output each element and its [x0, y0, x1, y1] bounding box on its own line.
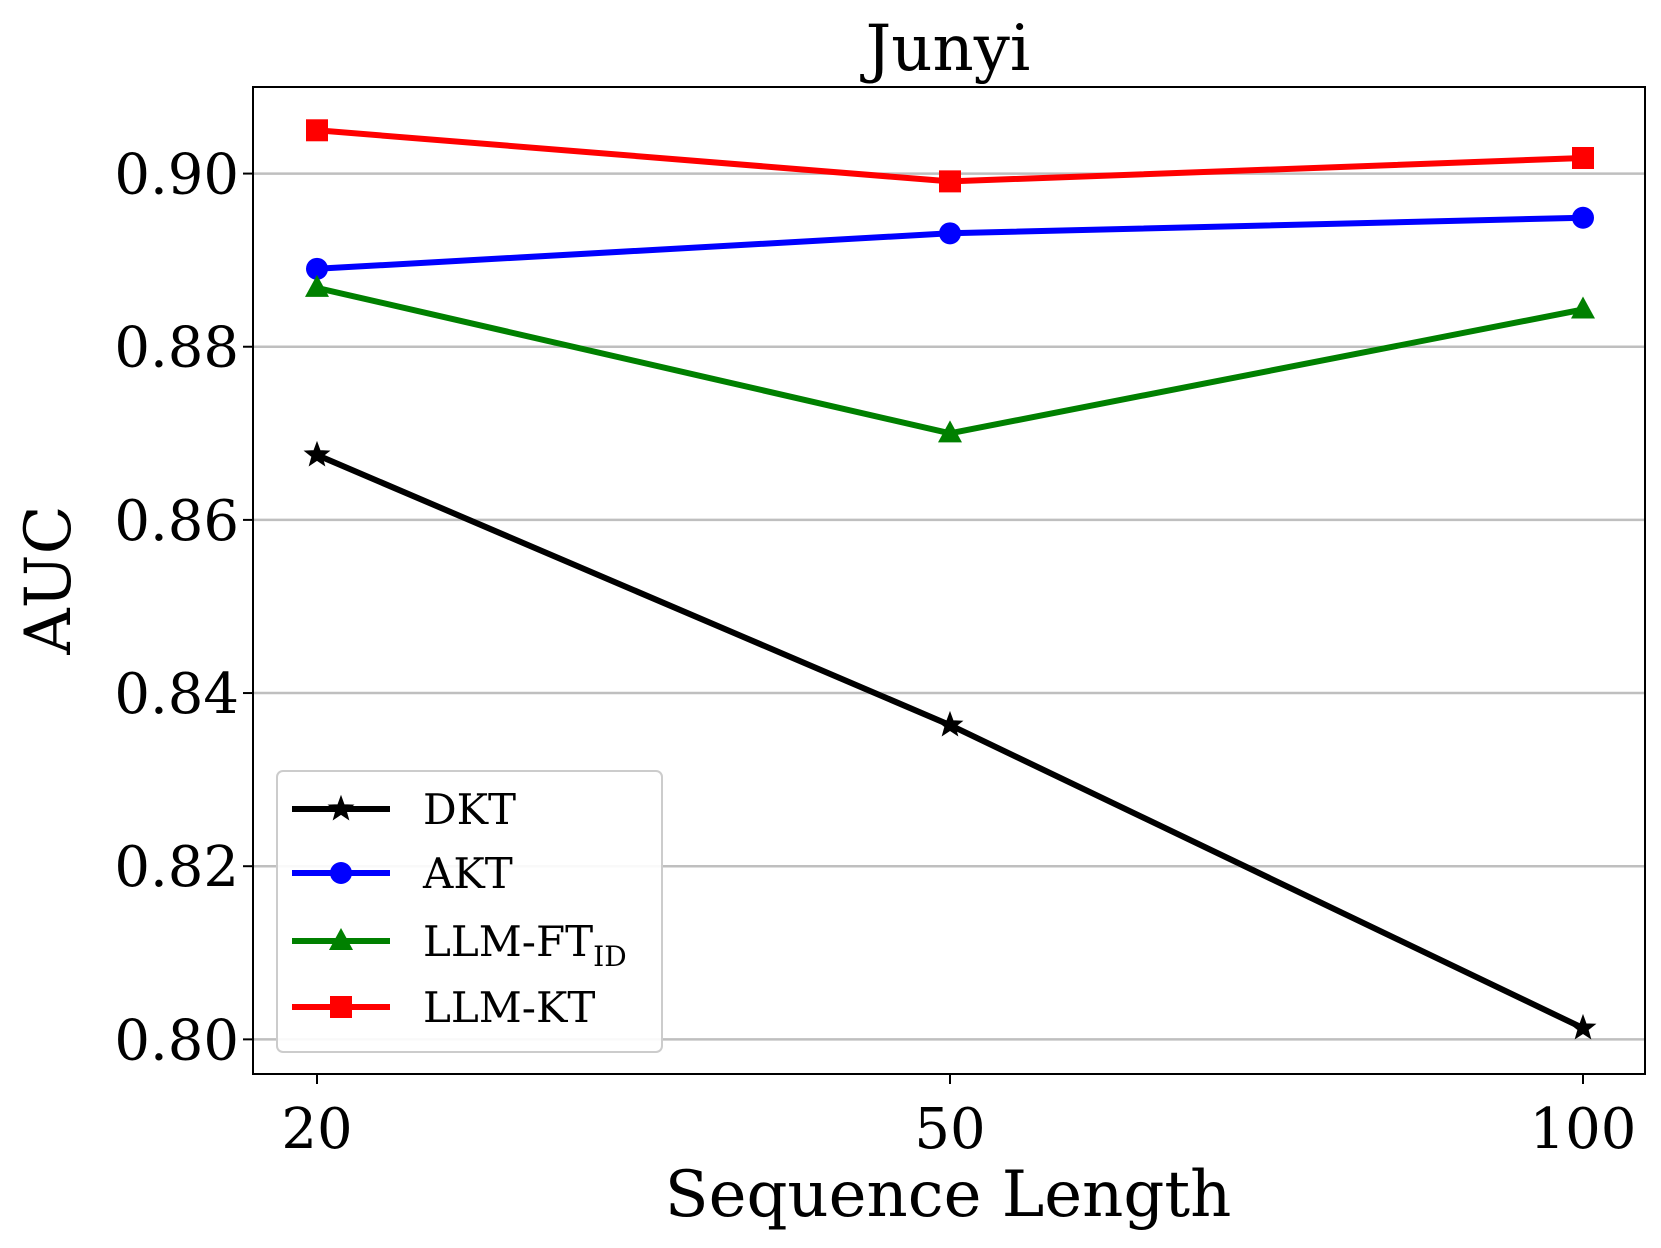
x-tick-label: 50: [914, 1097, 985, 1162]
legend-label: LLM-KT: [423, 983, 595, 1032]
legend-label-text: LLM-KT: [423, 983, 595, 1032]
data-point-llm-kt: [939, 170, 961, 193]
y-tick-label: 0.88: [114, 316, 239, 381]
x-axis-label: Sequence Length: [665, 1158, 1232, 1232]
data-point-akt: [1572, 206, 1594, 229]
data-point-dkt: [303, 440, 331, 467]
legend-label: DKT: [423, 785, 516, 834]
legend-label: LLM-FTID: [423, 917, 627, 973]
legend-label-text: LLM-FT: [423, 917, 593, 966]
legend-label: AKT: [422, 849, 513, 898]
legend-marker: [329, 928, 353, 950]
data-point-llm-ft_id: [938, 420, 962, 443]
data-point-akt: [306, 257, 328, 280]
data-point-llm-ft_id: [1571, 296, 1595, 319]
legend-marker: [330, 996, 352, 1018]
x-tick-label: 100: [1530, 1097, 1637, 1162]
y-tick-label: 0.90: [114, 143, 239, 208]
axes: 0.80 0.82 0.84 0.86 0.88 0.90 20 50 100: [114, 143, 1636, 1162]
y-axis-label: AUC: [12, 505, 86, 655]
series-layer: [303, 119, 1597, 1040]
legend-marker: [330, 862, 352, 884]
y-tick-label: 0.84: [114, 662, 239, 727]
legend-marker: [327, 794, 355, 821]
legend-frame: [276, 770, 663, 1053]
legend-label-subscript: ID: [593, 940, 627, 973]
data-point-llm-kt: [306, 119, 328, 142]
data-point-dkt: [936, 710, 964, 737]
series-line-llm-ft_id: [316, 284, 1584, 437]
y-tick-label: 0.82: [114, 835, 239, 900]
legend-label-text: DKT: [423, 785, 516, 834]
data-point-llm-kt: [1572, 146, 1594, 169]
y-tick-label: 0.80: [114, 1008, 239, 1073]
data-point-dkt: [1569, 1013, 1597, 1040]
y-tick-label: 0.86: [114, 489, 239, 554]
chart-title: Junyi: [860, 12, 1031, 86]
x-tick-label: 20: [281, 1097, 352, 1162]
legend-label-text: AKT: [422, 849, 513, 898]
data-point-llm-ft_id: [305, 274, 329, 297]
data-point-akt: [939, 222, 961, 245]
legend: DKT AKT LLM-FTID LLM-KT: [276, 770, 663, 1053]
